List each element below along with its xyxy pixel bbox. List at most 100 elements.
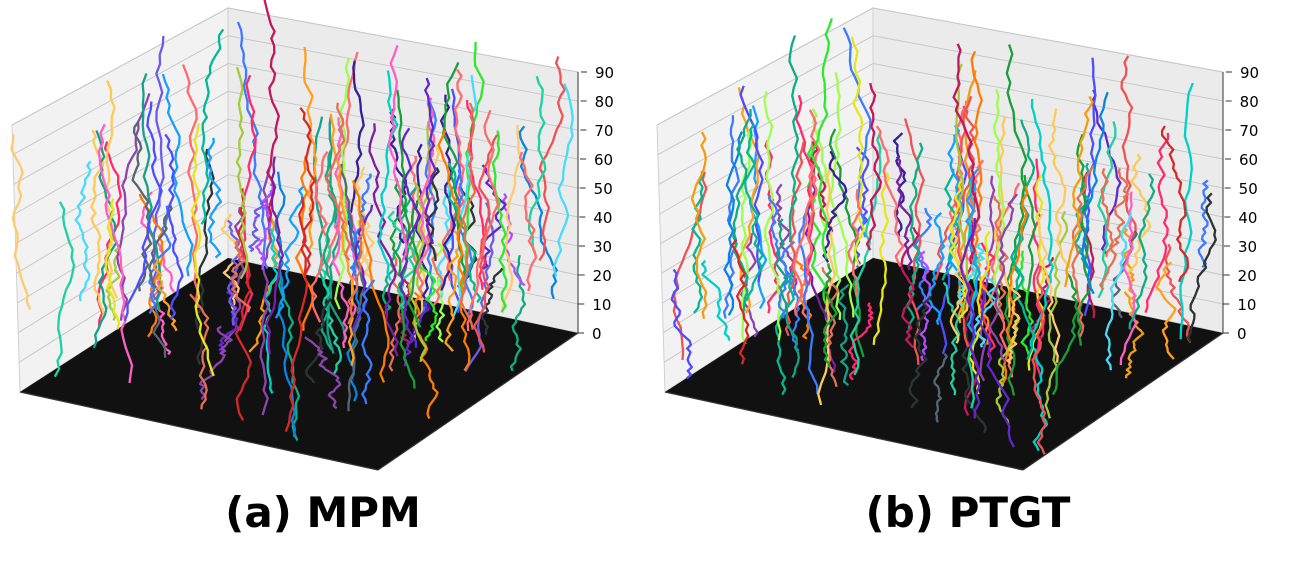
ptgt-track: [1104, 212, 1133, 371]
mpm-track: [538, 56, 566, 262]
ptgt-track: [850, 36, 866, 267]
ptgt-z-tick-label: 80: [1240, 93, 1259, 111]
mpm-y-axis: [377, 332, 579, 471]
mpm-z-tick-label: 80: [595, 93, 614, 111]
ptgt-track: [732, 108, 752, 312]
mpm-track: [141, 73, 163, 311]
ptgt-track: [992, 88, 1006, 315]
ptgt-track: [1105, 167, 1130, 257]
ptgt-track: [1128, 173, 1156, 330]
panel-ptgt: 0 10 20 30 40 50 60 70 80 90 (b) PTGT: [645, 0, 1291, 570]
mpm-z-tick-label: 60: [594, 151, 613, 169]
mpm-track: [509, 254, 527, 372]
ptgt-track: [895, 156, 913, 271]
ptgt-track: [899, 226, 920, 349]
mpm-track: [304, 297, 332, 384]
ptgt-z-tick-label: 10: [1237, 296, 1256, 314]
mpm-grid-line: [11, 7, 579, 126]
mpm-track: [218, 280, 239, 353]
ptgt-track: [1031, 265, 1047, 455]
mpm-track: [396, 89, 422, 328]
ptgt-track: [1051, 271, 1079, 396]
ptgt-track: [978, 242, 996, 358]
mpm-track: [425, 166, 440, 262]
mpm-track: [480, 267, 504, 336]
ptgt-track: [730, 239, 750, 365]
ptgt-grid-line: [657, 35, 1224, 156]
ptgt-track: [849, 131, 882, 376]
mpm-track: [465, 100, 488, 290]
ptgt-track: [919, 250, 932, 362]
ptgt-track: [947, 124, 965, 290]
ptgt-track: [822, 263, 838, 368]
mpm-track: [53, 201, 76, 378]
ptgt-track: [691, 171, 704, 314]
mpm-z-tick-label: 50: [594, 180, 613, 198]
mpm-track: [437, 129, 471, 372]
mpm-track: [277, 270, 301, 442]
ptgt-track: [892, 132, 907, 237]
mpm-z-tick-label: 0: [592, 325, 602, 343]
ptgt-track: [1048, 108, 1072, 269]
ptgt-track: [670, 268, 694, 380]
caption-ptgt: (b) PTGT: [865, 488, 1071, 537]
mpm-track: [345, 60, 365, 285]
mpm-track: [131, 121, 153, 292]
mpm-track: [231, 239, 251, 313]
mpm-track: [414, 97, 436, 274]
mpm-track: [331, 195, 351, 349]
ptgt-track: [774, 218, 800, 379]
ptgt-track: [1186, 192, 1217, 343]
ptgt-track: [810, 18, 833, 259]
ptgt-z-tick-label: 70: [1239, 122, 1258, 140]
mpm-track: [194, 148, 215, 365]
ptgt-track: [942, 281, 961, 396]
ptgt-grid-line: [656, 7, 1224, 126]
mpm-track: [284, 196, 309, 433]
mpm-track: [552, 83, 574, 277]
ptgt-track: [1155, 261, 1177, 360]
ptgt-track: [700, 259, 731, 341]
ptgt-z-tick-label: 90: [1240, 64, 1259, 82]
mpm-track: [481, 164, 507, 271]
ptgt-z-tick-label: 60: [1239, 151, 1258, 169]
ptgt-track: [1081, 91, 1109, 295]
ptgt-track: [979, 289, 1015, 448]
ptgt-track: [1120, 55, 1137, 264]
ptgt-z-tick-label: 50: [1239, 180, 1258, 198]
mpm-track: [255, 183, 275, 270]
ptgt-track: [908, 295, 932, 409]
ptgt-track: [1071, 164, 1095, 338]
mpm-track: [199, 325, 233, 400]
mpm-track: [189, 293, 210, 410]
ptgt-tracks: [670, 18, 1217, 455]
ptgt-track: [934, 105, 976, 281]
mpm-track: [518, 151, 538, 292]
ptgt-track: [967, 230, 991, 395]
ptgt-grid-line: [663, 229, 1224, 363]
mpm-track: [190, 123, 215, 377]
mpm-track: [351, 180, 390, 383]
mpm-track: [399, 127, 421, 348]
mpm-track: [274, 186, 304, 319]
ptgt-track: [1030, 98, 1055, 328]
ptgt-track: [1018, 250, 1035, 356]
ptgt-z-tick-label: 40: [1238, 209, 1257, 227]
ptgt-y-axis: [1022, 332, 1224, 471]
ptgt-grid-line: [658, 63, 1224, 185]
ptgt-track: [1037, 213, 1061, 363]
mpm-track: [417, 262, 439, 341]
ptgt-track: [788, 35, 800, 243]
mpm-z-tick-label: 90: [595, 64, 614, 82]
mpm-z-tick-label: 20: [593, 267, 612, 285]
ptgt-track: [875, 125, 905, 267]
mpm-tracks: [10, 0, 574, 442]
ptgt-z-tick-label: 20: [1238, 267, 1257, 285]
ptgt-z-tick-label: 30: [1238, 238, 1257, 256]
mpm-track: [518, 125, 558, 300]
ptgt-track: [798, 207, 819, 394]
mpm-track: [148, 203, 173, 358]
ptgt-track: [1099, 168, 1117, 291]
mpm-track: [150, 35, 165, 301]
ptgt-track: [1064, 95, 1094, 288]
